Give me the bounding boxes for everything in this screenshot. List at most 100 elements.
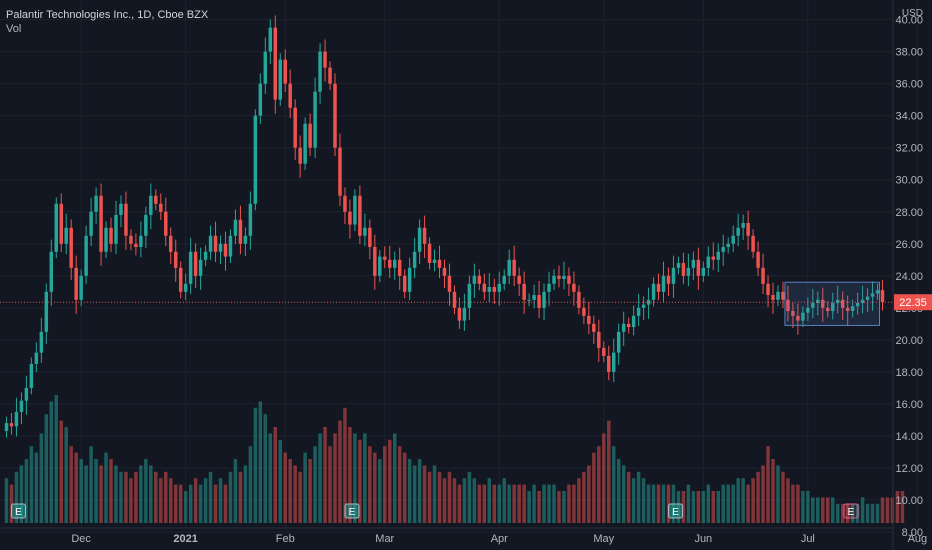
price-tick-label: 26.00 (895, 239, 923, 251)
volume-bar (597, 446, 601, 523)
candle-body (582, 307, 586, 316)
candle-body (816, 299, 820, 304)
time-tick-label: Dec (71, 533, 91, 545)
time-tick-label: Apr (491, 533, 508, 545)
volume-bar (502, 478, 506, 523)
volume-bar (154, 471, 158, 523)
candle-body (124, 203, 128, 236)
candle-body (607, 355, 611, 372)
candle-body (417, 227, 422, 252)
volume-bar (283, 452, 287, 523)
volume-bar (711, 491, 716, 523)
candle-body (29, 363, 34, 388)
volume-bar (333, 433, 337, 523)
candle-body (64, 227, 68, 244)
candle-body (24, 387, 29, 401)
volume-bar (497, 484, 501, 523)
candle-body (99, 195, 103, 252)
candle-body (572, 283, 576, 292)
current-price-tag (894, 294, 932, 311)
volume-bar (373, 452, 377, 523)
candle-body (89, 211, 93, 236)
candle-body (114, 214, 118, 244)
candle-body (736, 227, 740, 236)
candle-body (826, 307, 830, 312)
volume-bar (726, 484, 730, 523)
volume-bar (482, 484, 487, 523)
candle-body (258, 83, 263, 116)
candle-body (447, 275, 452, 292)
volume-bar (402, 452, 407, 523)
volume-bar (273, 427, 278, 523)
volume-bar (94, 459, 98, 523)
candle-body (711, 256, 716, 260)
volume-bar (358, 439, 362, 523)
candle-body (397, 259, 402, 276)
price-tick-label: 28.00 (895, 207, 923, 219)
volume-bar (850, 503, 855, 523)
candle-body (602, 347, 606, 356)
volume-bar (840, 503, 845, 523)
candle-body (178, 267, 183, 292)
candle-body (507, 259, 511, 276)
candle-body (278, 59, 282, 100)
volume-bar (527, 491, 531, 523)
volume-bar (681, 491, 686, 523)
volume-bar (457, 484, 462, 523)
candle-body (213, 235, 218, 252)
candle-body (791, 311, 795, 316)
candle-body (388, 259, 392, 268)
time-tick-label: 2021 (173, 533, 197, 545)
candle-body (4, 423, 9, 432)
volume-bar (388, 439, 392, 523)
volume-bar (587, 465, 591, 523)
candle-body (796, 315, 800, 321)
volume-bar (124, 471, 128, 523)
volume-bar (552, 484, 556, 523)
volume-bar (592, 452, 596, 523)
candle-body (109, 227, 113, 244)
candle-body (502, 275, 506, 284)
candle-body (149, 195, 153, 215)
candle-body (353, 195, 357, 225)
volume-bar (253, 407, 258, 523)
volume-bar (716, 491, 720, 523)
volume-bar (54, 395, 59, 523)
candle-body (183, 283, 188, 292)
volume-bar (248, 446, 253, 523)
price-axis: 8.0010.0012.0014.0016.0018.0020.0022.002… (892, 0, 932, 550)
candle-body (268, 27, 273, 52)
volume-bar (422, 465, 427, 523)
candle-body (756, 251, 760, 268)
candle-body (821, 299, 825, 308)
volume-bar (39, 433, 44, 523)
volume-bar (602, 433, 606, 523)
candle-body (487, 287, 492, 292)
candle-body (482, 283, 487, 292)
candle-body (661, 275, 666, 292)
volume-bar (258, 401, 263, 523)
volume-bar (74, 452, 78, 523)
candle-body (457, 307, 462, 321)
candle-body (104, 227, 108, 252)
volume-bar (582, 471, 586, 523)
volume-bar (69, 446, 73, 523)
range-box-rect (784, 281, 881, 326)
candle-body (860, 299, 865, 304)
volume-bar (806, 491, 810, 523)
volume-bar (452, 478, 457, 523)
candle-body (547, 283, 551, 292)
volume-bar (34, 452, 39, 523)
price-tick-label: 16.00 (895, 399, 923, 411)
candle-body (363, 227, 367, 236)
volume-bar (811, 497, 815, 523)
candle-body (741, 222, 745, 228)
volume-bar (447, 471, 452, 523)
volume-bar (885, 497, 890, 523)
price-tick-label: 24.00 (895, 271, 923, 283)
earnings-marker-badge (843, 503, 859, 519)
candle-body (293, 107, 297, 148)
